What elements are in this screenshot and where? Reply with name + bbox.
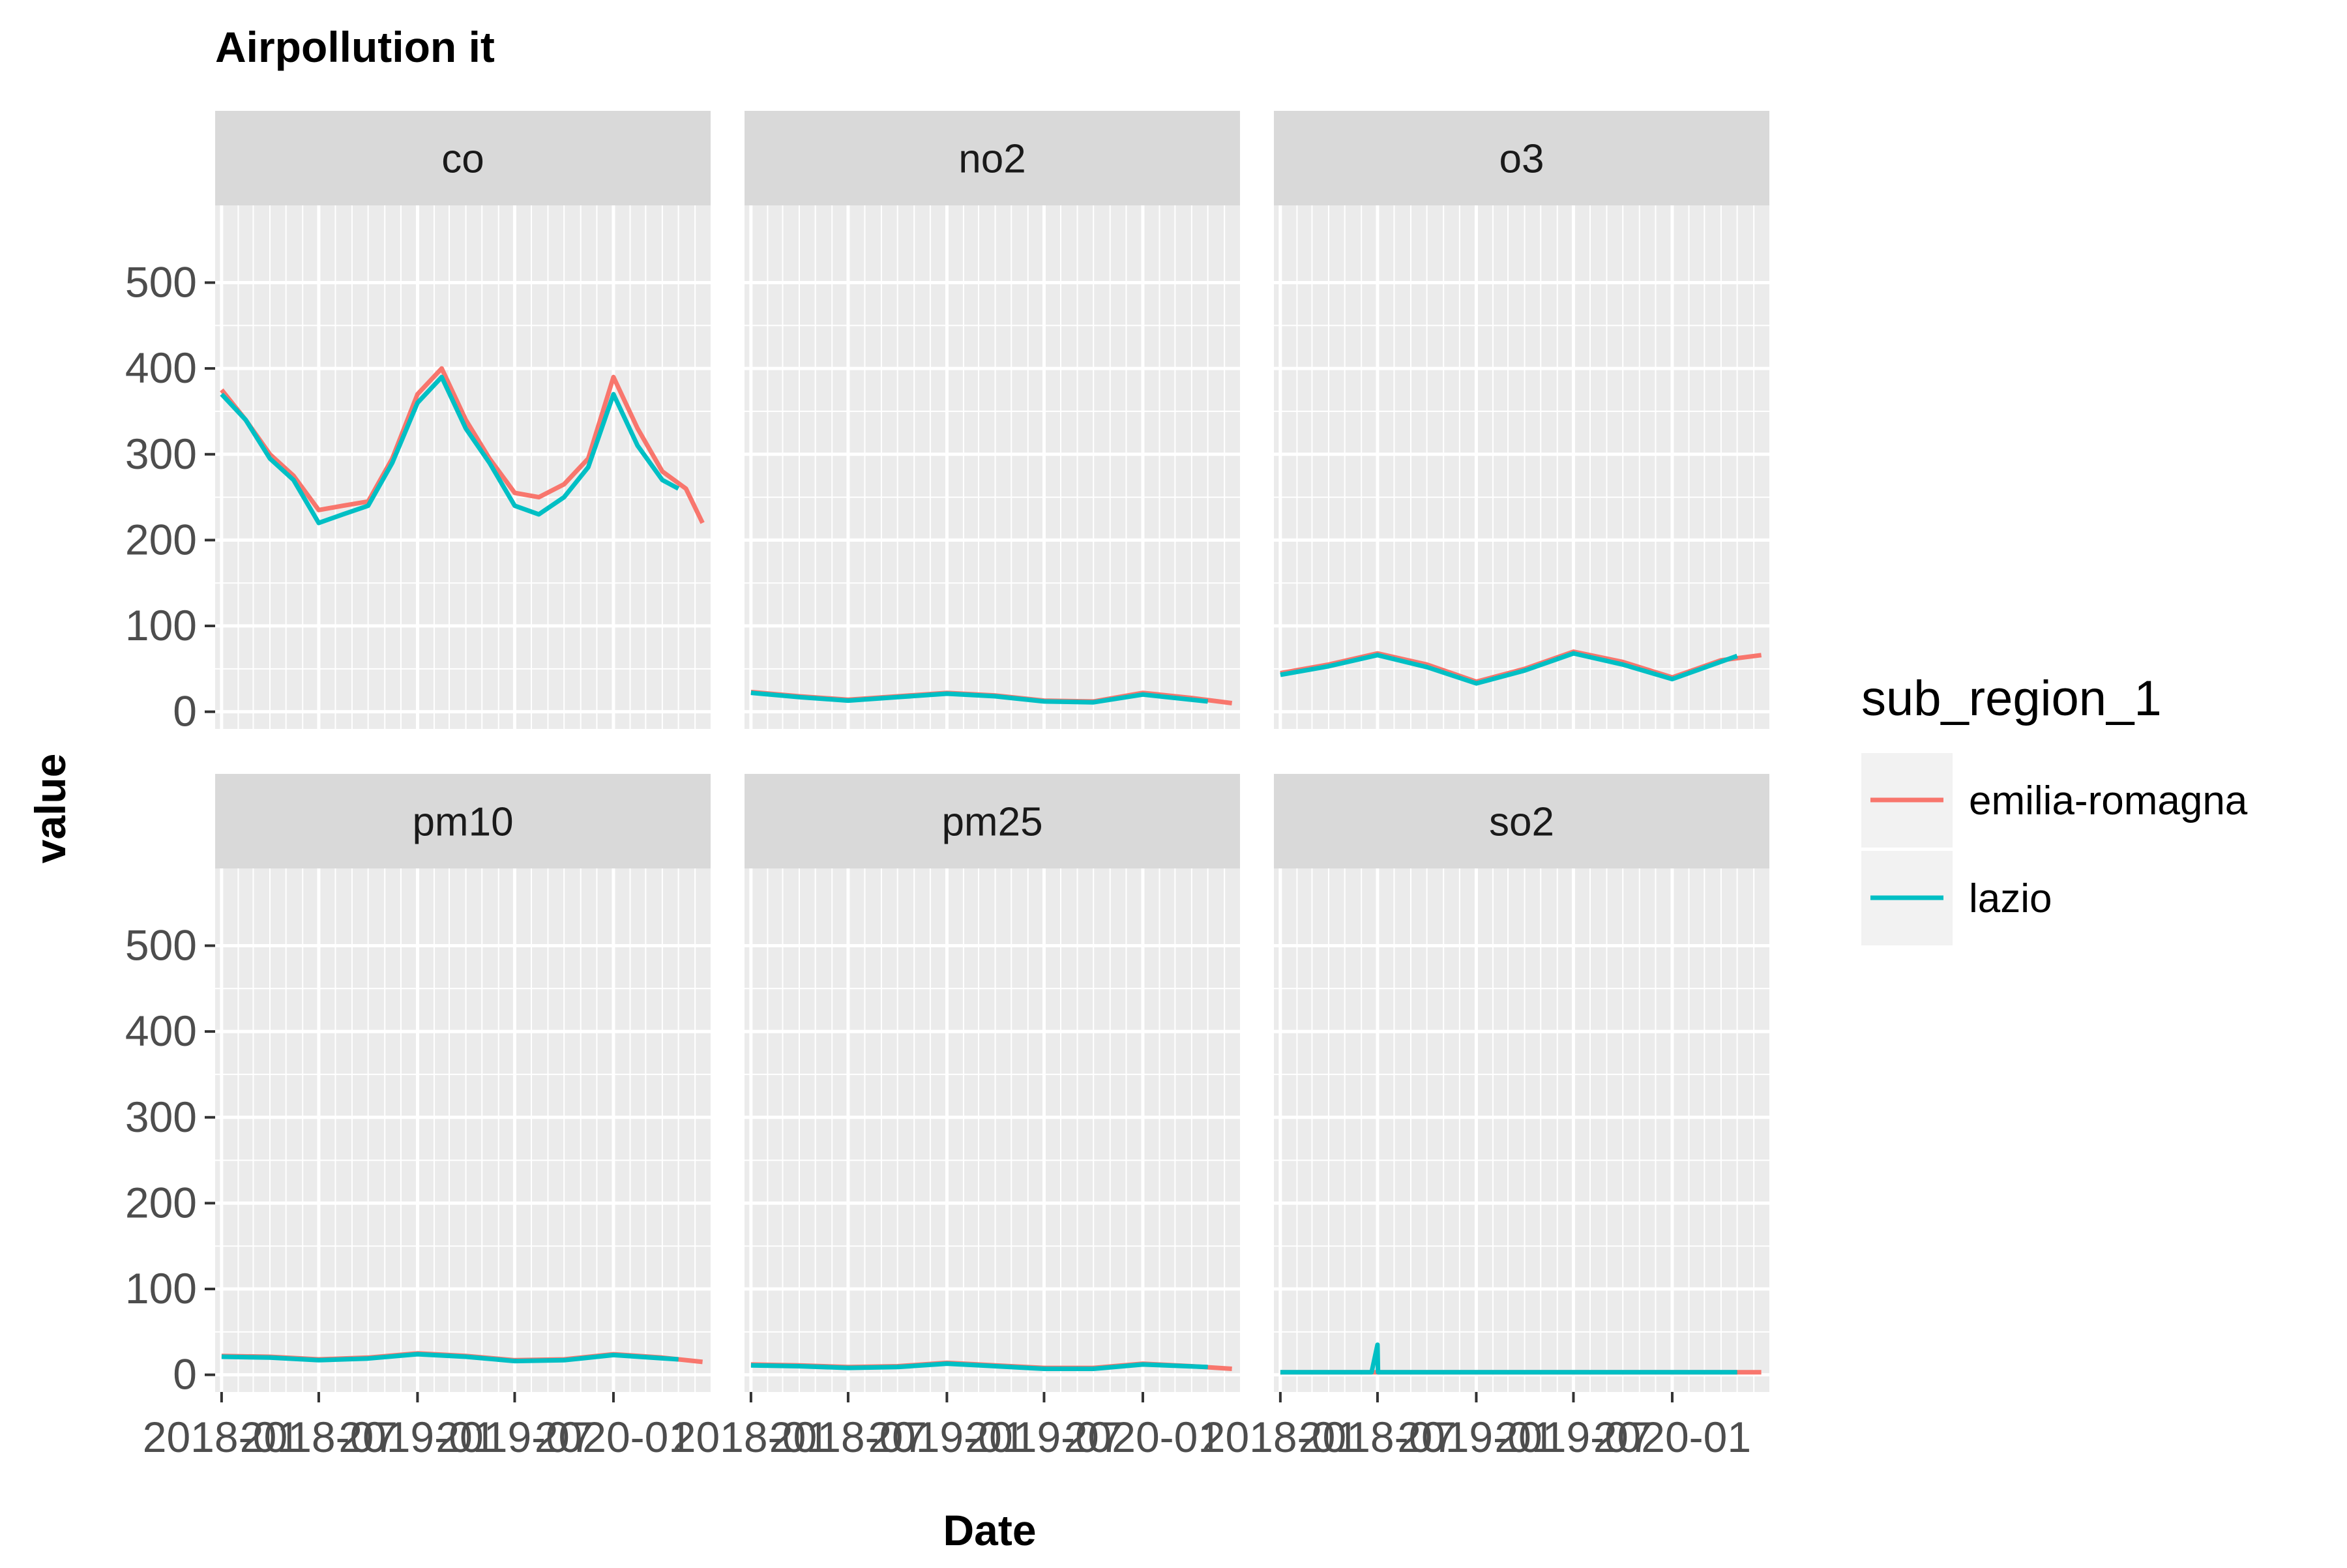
x-tick-label: 2018-07 <box>1299 1413 1456 1461</box>
facet-strip <box>215 111 711 205</box>
x-tick-label: 2020-01 <box>1064 1413 1222 1461</box>
y-tick-label: 0 <box>173 1350 197 1398</box>
panel-background <box>215 868 711 1392</box>
y-axis-title: value <box>26 754 74 864</box>
x-tick-label: 2019-07 <box>1494 1413 1652 1461</box>
legend-label-emilia-romagna: emilia-romagna <box>1969 778 2248 823</box>
facet-panel-pm10: pm1001002003004005002018-012018-072019-0… <box>125 774 711 1461</box>
panel-background <box>1274 205 1769 729</box>
chart-title: Airpollution it <box>215 23 495 71</box>
x-tick-label: 2020-01 <box>1593 1413 1751 1461</box>
y-tick-label: 200 <box>125 1178 197 1226</box>
legend-title: sub_region_1 <box>1861 671 2162 726</box>
facet-strip-label: so2 <box>1489 800 1554 845</box>
facet-strip-label: pm10 <box>412 800 513 845</box>
series-line-lazio <box>221 1352 679 1364</box>
facet-strip <box>1274 774 1769 868</box>
legend-label-lazio: lazio <box>1969 876 2052 921</box>
facet-panel-no2: no2 <box>745 111 1240 729</box>
panel-background <box>215 205 711 729</box>
x-tick-label: 2018-07 <box>240 1413 398 1461</box>
x-tick-label: 2018-01 <box>1202 1413 1359 1461</box>
x-tick-label: 2019-01 <box>868 1413 1026 1461</box>
x-tick-label: 2019-07 <box>965 1413 1123 1461</box>
facet-strip-label: o3 <box>1499 137 1544 182</box>
legend: sub_region_1 emilia-romagna lazio <box>1861 671 2248 945</box>
series-line-lazio <box>1280 1342 1737 1375</box>
series-line-emilia-romagna <box>220 366 705 524</box>
facet-panels: co 0 100 200 300 400 500 no2 o3 pm10 0 100 200 300 400… <box>125 111 1769 1461</box>
x-tick-label: 2019-01 <box>338 1413 496 1461</box>
y-tick-label: 400 <box>125 344 197 392</box>
series-line-lazio <box>750 1361 1208 1371</box>
x-tick-label: 2020-01 <box>535 1413 692 1461</box>
facet-strip <box>745 111 1240 205</box>
x-tick-label: 2019-01 <box>1397 1413 1555 1461</box>
y-tick-label: 300 <box>125 1093 197 1141</box>
y-tick-label: 100 <box>125 1264 197 1312</box>
facet-strip-label: no2 <box>958 137 1026 182</box>
series-line-lazio <box>220 374 680 525</box>
x-axis-title: Date <box>943 1506 1036 1554</box>
panel-background <box>745 868 1240 1392</box>
y-tick-label: 500 <box>125 921 197 969</box>
facet-panel-co: co 0 100 200 300 400 500 <box>125 111 711 735</box>
panel-background <box>745 205 1240 729</box>
y-tick-label: 0 <box>173 687 197 735</box>
facet-strip <box>1274 111 1769 205</box>
x-tick-label: 2018-01 <box>143 1413 301 1461</box>
y-tick-label: 400 <box>125 1007 197 1055</box>
facet-panel-o3: o3 <box>1274 111 1769 729</box>
panel-background <box>1274 868 1769 1392</box>
series-line-lazio <box>1280 651 1738 686</box>
series-line-lazio <box>750 690 1208 705</box>
y-tick-label: 200 <box>125 515 197 563</box>
x-tick-label: 2019-07 <box>435 1413 593 1461</box>
facet-strip-label: pm25 <box>941 800 1042 845</box>
facet-strip <box>745 774 1240 868</box>
x-tick-label: 2018-01 <box>672 1413 830 1461</box>
y-tick-label: 100 <box>125 601 197 649</box>
facet-strip-label: co <box>441 137 484 182</box>
x-tick-label: 2018-07 <box>769 1413 927 1461</box>
y-tick-label: 300 <box>125 430 197 478</box>
y-tick-label: 500 <box>125 258 197 306</box>
facet-strip <box>215 774 711 868</box>
